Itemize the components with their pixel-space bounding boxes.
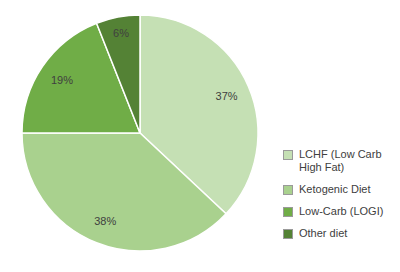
legend-item: LCHF (Low Carb High Fat) [283, 148, 395, 174]
data-label: 38% [94, 215, 116, 227]
data-label: 19% [51, 74, 73, 86]
legend-swatch [283, 150, 293, 160]
legend-label: Other diet [299, 227, 391, 240]
legend-item: Low-Carb (LOGI) [283, 205, 395, 218]
legend-swatch [283, 185, 293, 195]
data-labels: 37% 38% 19% 6% [51, 27, 238, 226]
legend-item: Other diet [283, 227, 395, 240]
data-label: 37% [216, 90, 238, 102]
legend-item: Ketogenic Diet [283, 183, 395, 196]
legend-swatch [283, 229, 293, 239]
legend: LCHF (Low Carb High Fat) Ketogenic Diet Lo… [283, 148, 395, 249]
legend-label: LCHF (Low Carb High Fat) [299, 148, 391, 174]
pie-slice [97, 15, 140, 133]
legend-label: Ketogenic Diet [299, 183, 391, 196]
slices [22, 15, 258, 251]
pie-slice [22, 133, 226, 251]
legend-swatch [283, 207, 293, 217]
data-label: 6% [113, 27, 129, 39]
legend-label: Low-Carb (LOGI) [299, 205, 391, 218]
